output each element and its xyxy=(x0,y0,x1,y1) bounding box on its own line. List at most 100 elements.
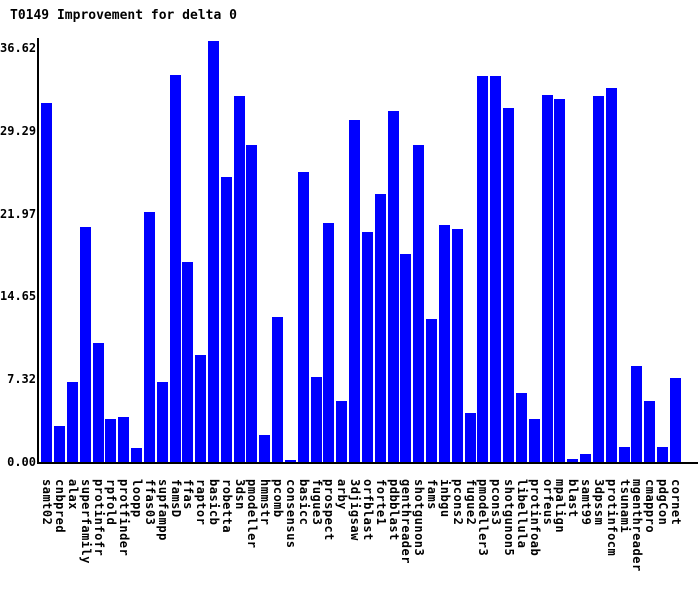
bar xyxy=(323,223,335,462)
x-tick-label: fams xyxy=(425,479,440,510)
x-tick-label: orfeus xyxy=(540,479,555,526)
bar xyxy=(131,448,142,462)
bar xyxy=(592,96,604,462)
x-tick-label: forte1 xyxy=(373,479,388,526)
x-tick-label: pdbblast xyxy=(386,479,401,541)
bar xyxy=(657,447,669,462)
bar xyxy=(580,454,592,462)
x-tick-label: pmodeller xyxy=(245,479,260,549)
x-tick-label: robetta xyxy=(219,479,234,534)
x-tick-label: basicb xyxy=(206,479,221,526)
x-tick-label: hmmstr xyxy=(258,479,273,526)
bar xyxy=(503,108,515,462)
x-tick-label: tsunami xyxy=(617,479,632,534)
x-tick-label: inbgu xyxy=(437,479,452,518)
x-tick-label: consensus xyxy=(283,479,298,549)
y-tick-label: 29.29 xyxy=(0,124,37,139)
bar xyxy=(349,120,361,462)
bar xyxy=(567,459,579,462)
bar xyxy=(182,262,194,462)
y-tick-label: 14.65 xyxy=(0,289,37,304)
x-tick-label: samt99 xyxy=(579,479,594,526)
x-tick-label: alax xyxy=(65,479,80,510)
x-tick-label: pcons2 xyxy=(450,479,465,526)
bar xyxy=(413,145,425,462)
x-tick-label: superfamily xyxy=(78,479,93,564)
x-tick-label: cornet xyxy=(668,479,683,526)
bar xyxy=(297,172,309,462)
y-tick-label: 0.00 xyxy=(7,455,36,469)
bar xyxy=(515,393,527,462)
bar xyxy=(310,377,322,462)
x-tick-label: blast xyxy=(566,479,581,518)
bar xyxy=(438,225,450,462)
x-axis-line xyxy=(37,462,698,464)
bar xyxy=(631,366,643,462)
x-tick-label: loopp xyxy=(130,479,144,518)
x-tick-label: prospect xyxy=(322,479,337,541)
bar xyxy=(361,232,373,462)
x-tick-label: protfinder xyxy=(117,479,132,557)
x-tick-label: cmappro xyxy=(643,479,658,534)
bar xyxy=(528,419,540,462)
bar xyxy=(374,194,386,462)
bar xyxy=(169,75,181,462)
bar xyxy=(554,99,566,462)
x-tick-label: shotgunon5 xyxy=(502,479,517,557)
x-tick-label: pdgCon xyxy=(656,479,671,526)
x-tick-label: samt02 xyxy=(40,479,55,526)
x-tick-label: ffas03 xyxy=(142,479,157,526)
x-tick-label: 3dsn xyxy=(232,479,247,510)
bar xyxy=(143,212,155,462)
x-tick-label: protinfoab xyxy=(527,479,542,557)
bar xyxy=(66,382,78,462)
bar xyxy=(618,447,630,462)
bar xyxy=(195,355,207,462)
bar xyxy=(644,401,656,462)
x-tick-label: supfampp xyxy=(155,479,170,541)
bar xyxy=(105,419,117,462)
bar xyxy=(669,378,681,462)
bar xyxy=(605,88,617,462)
bar xyxy=(400,254,412,462)
x-tick-label: raptor xyxy=(194,479,209,526)
bar xyxy=(41,103,53,462)
chart-title: T0149 Improvement for delta 0 xyxy=(10,8,237,23)
bar xyxy=(207,41,219,462)
bar xyxy=(220,177,232,462)
x-tick-label: shotgunon3 xyxy=(412,479,427,557)
x-tick-label: libellula xyxy=(514,479,529,549)
x-tick-label: famsD xyxy=(168,479,183,518)
x-tick-label: mgenthreader xyxy=(630,479,645,572)
bar xyxy=(541,95,553,462)
x-tick-label: pcons3 xyxy=(489,479,504,526)
bar xyxy=(54,426,66,462)
bar xyxy=(464,413,476,462)
bar xyxy=(272,317,284,462)
x-tick-label: protinfocm xyxy=(604,479,619,557)
bar xyxy=(156,382,168,462)
bar xyxy=(490,76,502,462)
x-tick-label: protinfofr xyxy=(91,479,106,557)
y-tick-label: 21.97 xyxy=(0,206,37,221)
x-tick-label: pmodeller3 xyxy=(476,479,491,557)
x-tick-label: fugue2 xyxy=(463,479,478,526)
y-tick-label: 36.62 xyxy=(0,41,37,56)
x-tick-label: fugue3 xyxy=(309,479,324,526)
x-tick-label: 3djigsaw xyxy=(348,479,363,541)
bar xyxy=(246,145,258,462)
y-axis-line xyxy=(37,38,39,464)
x-tick-label: cnbpred xyxy=(53,479,68,534)
bar xyxy=(118,417,130,462)
x-tick-label: rpfold xyxy=(104,479,119,526)
bar xyxy=(92,343,104,462)
bar xyxy=(451,229,463,462)
bar xyxy=(233,96,245,462)
bar xyxy=(336,401,348,462)
bar xyxy=(477,76,489,462)
x-tick-label: basicc xyxy=(296,479,311,526)
bar xyxy=(387,111,399,462)
x-tick-label: mpalign xyxy=(553,479,568,534)
y-tick-label: 7.32 xyxy=(7,372,36,387)
